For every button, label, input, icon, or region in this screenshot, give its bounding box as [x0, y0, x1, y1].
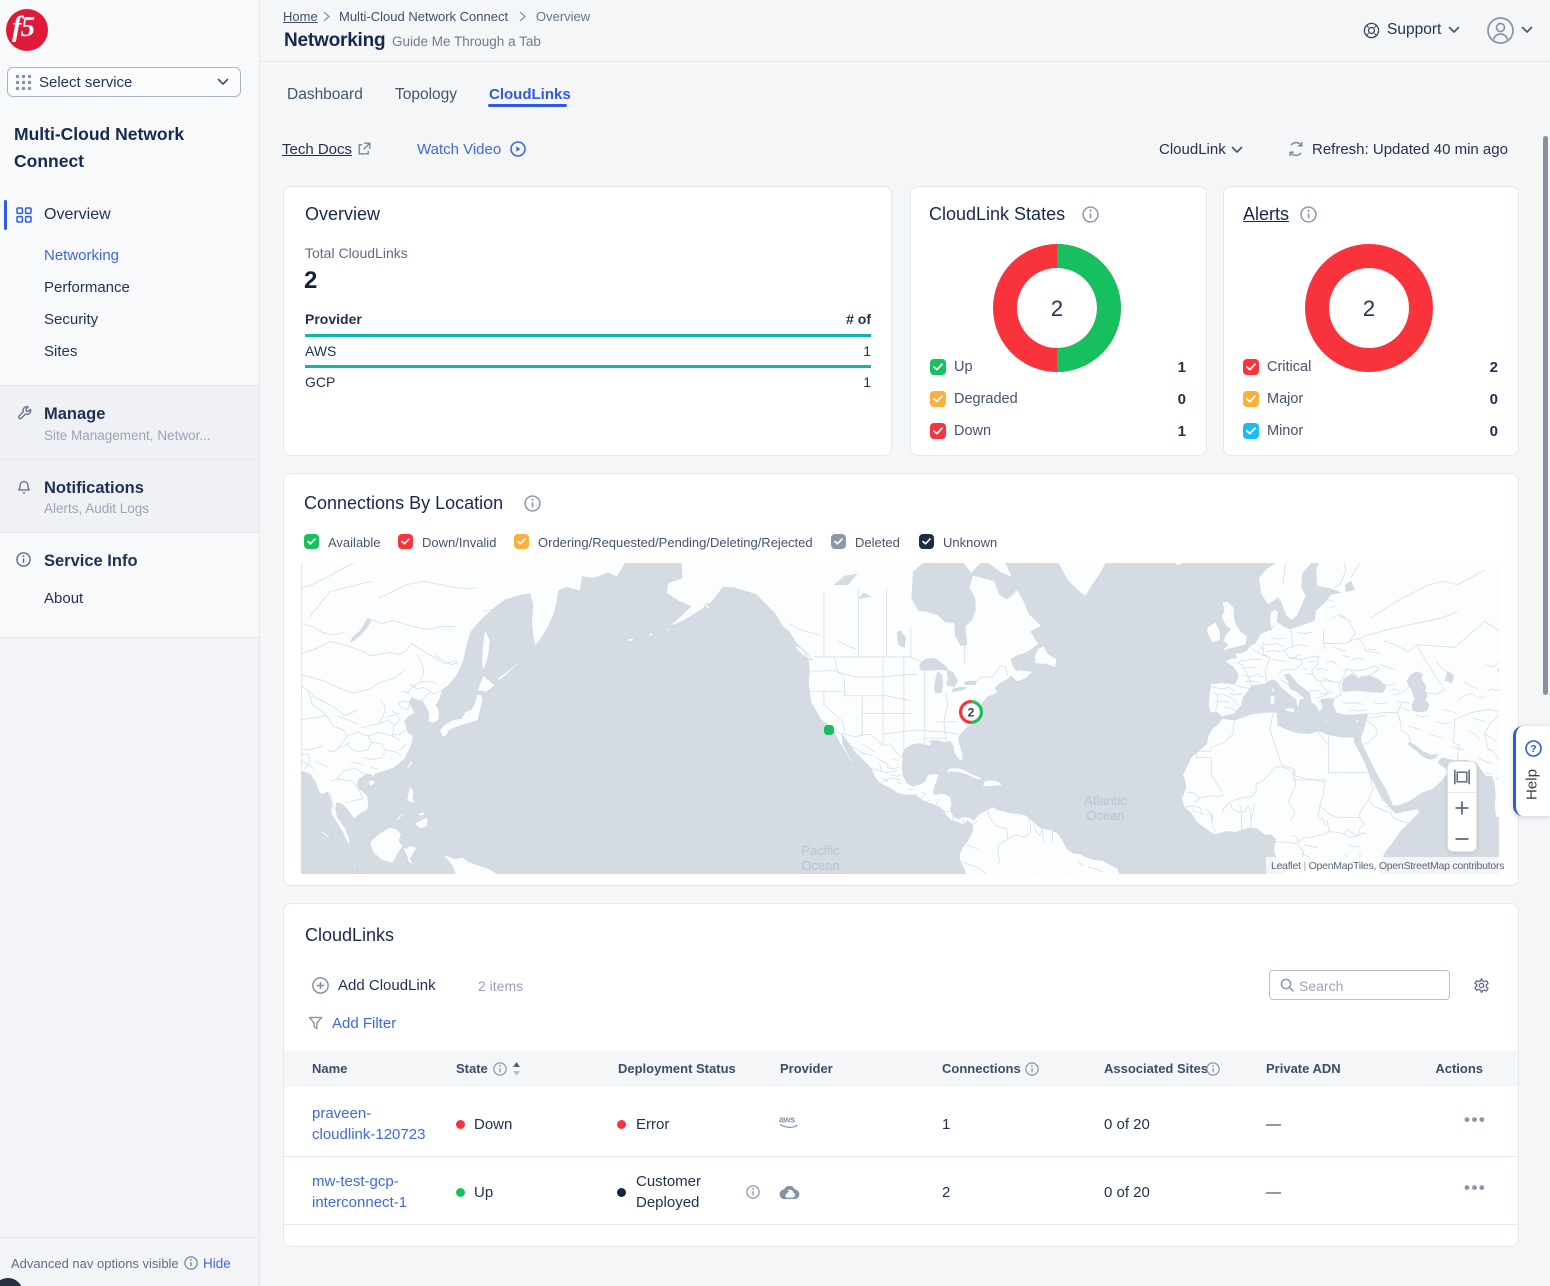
svg-text:aws: aws — [779, 1115, 795, 1125]
svg-text:2: 2 — [1363, 296, 1375, 321]
svg-text:?: ? — [1530, 743, 1536, 755]
svg-text:2: 2 — [968, 705, 975, 719]
svg-text:2: 2 — [1051, 296, 1063, 321]
